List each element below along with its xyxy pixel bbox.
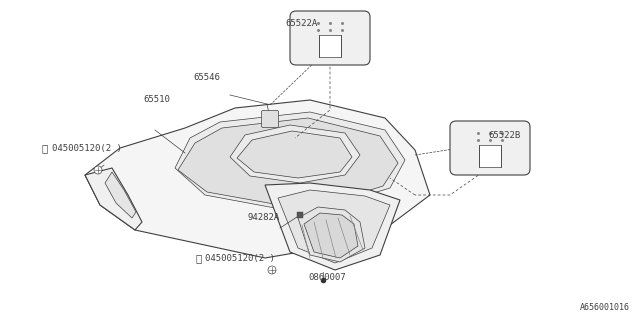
Polygon shape bbox=[175, 112, 405, 208]
Polygon shape bbox=[265, 183, 400, 270]
FancyBboxPatch shape bbox=[262, 110, 278, 127]
Circle shape bbox=[268, 266, 276, 274]
FancyBboxPatch shape bbox=[450, 121, 530, 175]
Text: 0860007: 0860007 bbox=[308, 274, 346, 283]
Text: A656001016: A656001016 bbox=[580, 303, 630, 312]
Polygon shape bbox=[278, 190, 390, 263]
Text: 65522B: 65522B bbox=[488, 131, 520, 140]
Polygon shape bbox=[298, 207, 365, 262]
Polygon shape bbox=[230, 125, 360, 183]
Bar bbox=[479, 145, 501, 167]
Polygon shape bbox=[85, 168, 142, 230]
Text: 65546: 65546 bbox=[193, 74, 220, 83]
Text: Ⓢ: Ⓢ bbox=[195, 253, 201, 263]
Polygon shape bbox=[105, 172, 136, 218]
Polygon shape bbox=[237, 131, 352, 178]
Text: Ⓢ: Ⓢ bbox=[42, 143, 48, 153]
Circle shape bbox=[94, 166, 102, 174]
Text: 045005120(2 ): 045005120(2 ) bbox=[52, 143, 122, 153]
Polygon shape bbox=[85, 100, 430, 258]
Text: 045005120(2 ): 045005120(2 ) bbox=[205, 253, 275, 262]
Text: 65510: 65510 bbox=[143, 95, 170, 105]
Text: 65522A: 65522A bbox=[285, 20, 317, 28]
Polygon shape bbox=[304, 213, 358, 258]
FancyBboxPatch shape bbox=[290, 11, 370, 65]
Bar bbox=[297, 212, 303, 218]
Text: 94282A: 94282A bbox=[248, 213, 280, 222]
Bar bbox=[319, 35, 341, 57]
Polygon shape bbox=[178, 118, 398, 204]
